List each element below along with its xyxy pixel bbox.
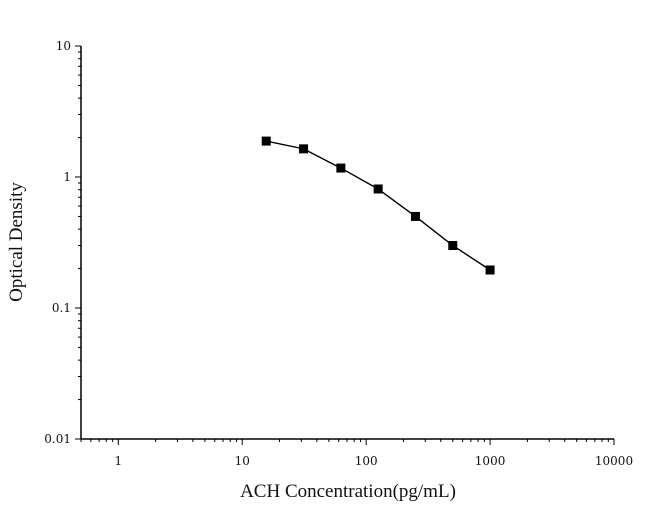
data-point [373,184,383,194]
data-point [336,163,346,173]
series-line [266,140,491,271]
series-marks [261,136,495,275]
data-point [448,240,458,250]
y-tick-label: 0.1 [52,301,71,315]
y-axis-label: Optical Density [6,182,27,302]
y-tick-label: 1 [63,170,71,184]
axes: 1 10 100 1000 10000 0.01 0.1 1 10 [44,39,633,468]
x-tick-label: 100 [355,454,378,468]
data-point [485,265,495,275]
x-axis-label: ACH Concentration(pg/mL) [240,481,456,502]
x-tick-label: 10 [235,454,250,468]
data-point [299,144,309,154]
x-tick-label: 1 [114,454,122,468]
x-tick-label: 1000 [475,454,506,468]
y-tick-label: 0.01 [44,432,71,446]
data-point [261,136,271,146]
data-point [410,211,420,221]
x-tick-label: 10000 [595,454,633,468]
y-tick-label: 10 [56,39,71,53]
